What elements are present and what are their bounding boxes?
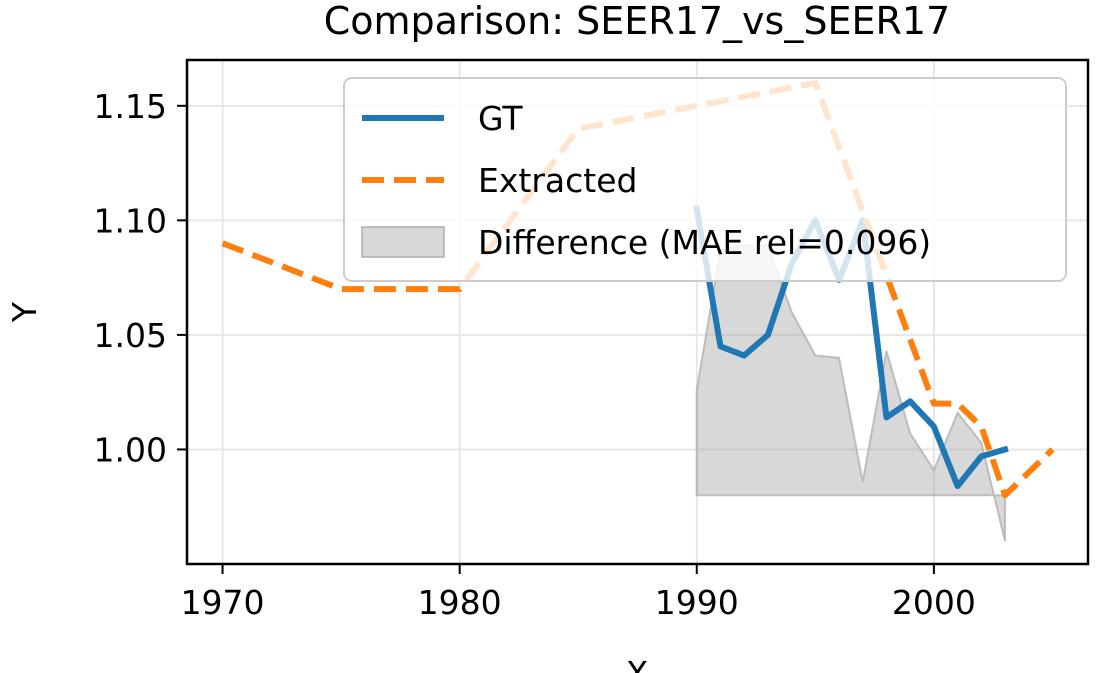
y-tick-label: 1.05	[94, 316, 167, 355]
plot-frame	[185, 58, 1090, 566]
legend-label-gt: GT	[478, 99, 523, 138]
legend-swatch-difference	[361, 226, 445, 258]
y-axis-label: Y	[5, 301, 44, 323]
y-tick-label: 1.00	[94, 430, 167, 469]
x-tick-label: 1980	[418, 583, 502, 622]
legend-box	[343, 77, 1067, 282]
y-tick-label: 1.10	[94, 201, 167, 240]
x-tick-label: 1970	[181, 583, 265, 622]
chart-title: Comparison: SEER17_vs_SEER17	[324, 0, 950, 43]
x-axis-label: X	[626, 654, 649, 673]
legend: GT Extracted Difference (MAE rel=0.096)	[343, 77, 1067, 282]
x-tick-label: 2000	[892, 583, 976, 622]
y-tick-label: 1.15	[94, 87, 167, 126]
x-tick-label: 1990	[655, 583, 739, 622]
legend-label-extracted: Extracted	[478, 161, 637, 200]
legend-label-difference: Difference (MAE rel=0.096)	[478, 223, 931, 262]
